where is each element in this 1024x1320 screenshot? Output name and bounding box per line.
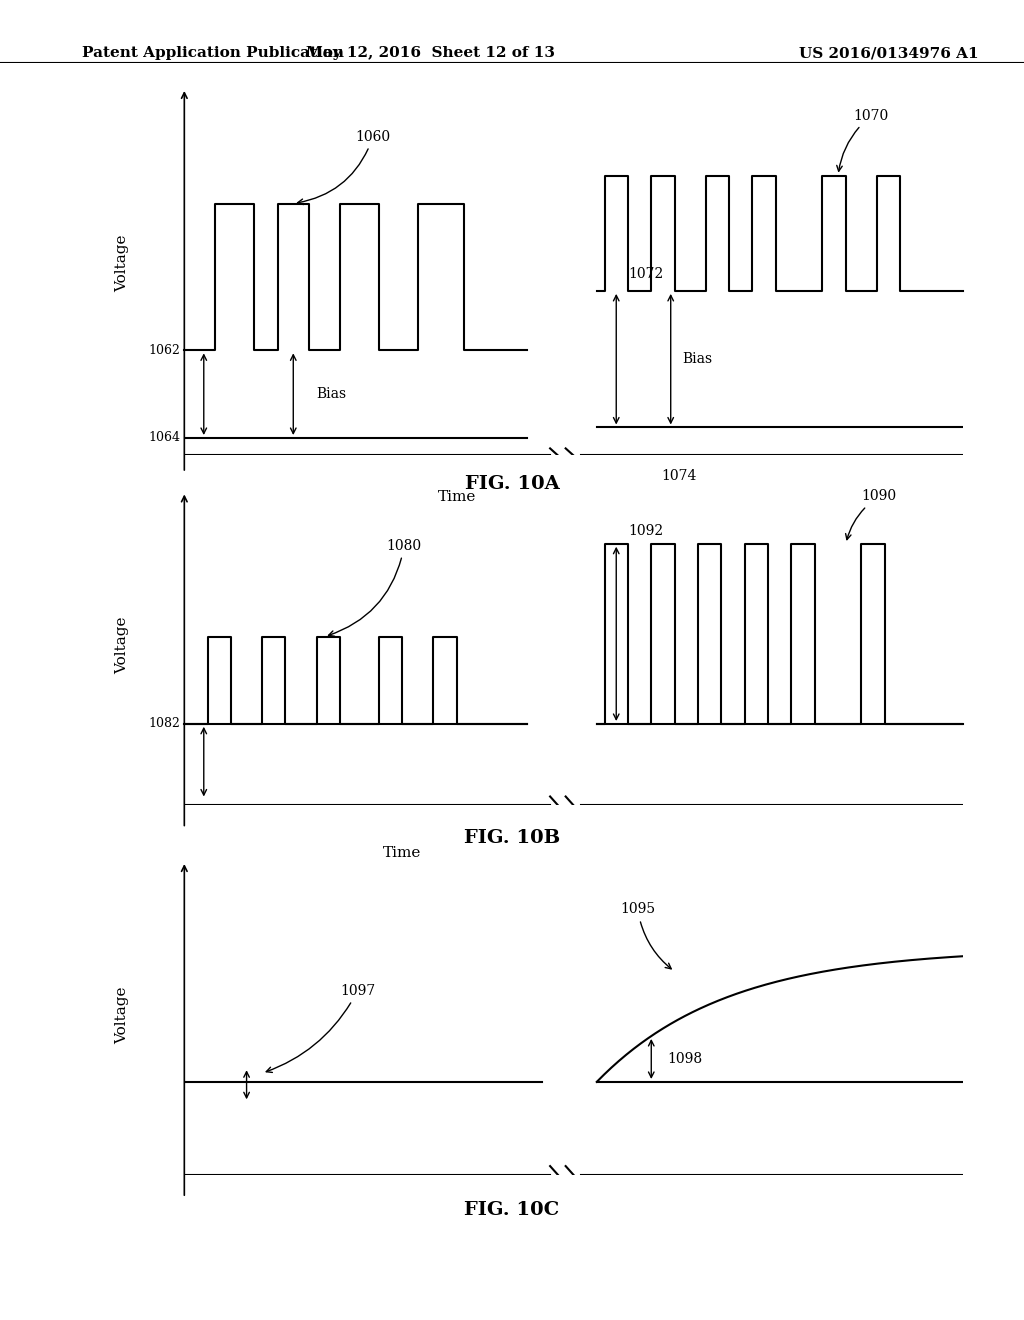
Text: Time: Time (383, 846, 422, 859)
Text: FIG. 10A: FIG. 10A (465, 475, 559, 494)
Text: 1097: 1097 (266, 983, 375, 1072)
Text: Voltage: Voltage (115, 986, 129, 1044)
Text: 1090: 1090 (846, 490, 897, 540)
Text: 1074: 1074 (660, 470, 696, 483)
Text: 1080: 1080 (329, 539, 422, 636)
Text: Voltage: Voltage (115, 616, 129, 675)
Text: 1095: 1095 (621, 903, 671, 969)
Text: Patent Application Publication: Patent Application Publication (82, 46, 344, 61)
Text: 1062: 1062 (148, 345, 180, 356)
Text: May 12, 2016  Sheet 12 of 13: May 12, 2016 Sheet 12 of 13 (305, 46, 555, 61)
Text: 1072: 1072 (628, 267, 664, 281)
Text: Bias: Bias (682, 352, 713, 366)
Text: Voltage: Voltage (115, 234, 129, 292)
Text: US 2016/0134976 A1: US 2016/0134976 A1 (799, 46, 978, 61)
Text: Bias: Bias (316, 387, 347, 401)
Text: 1082: 1082 (148, 717, 180, 730)
Text: Time: Time (437, 491, 476, 504)
Text: 1064: 1064 (148, 432, 180, 445)
Text: FIG. 10B: FIG. 10B (464, 829, 560, 847)
Text: 1098: 1098 (667, 1052, 702, 1067)
Text: 1060: 1060 (298, 129, 391, 205)
Text: FIG. 10C: FIG. 10C (464, 1201, 560, 1220)
Text: 1092: 1092 (628, 524, 664, 539)
Text: 1070: 1070 (837, 108, 889, 172)
